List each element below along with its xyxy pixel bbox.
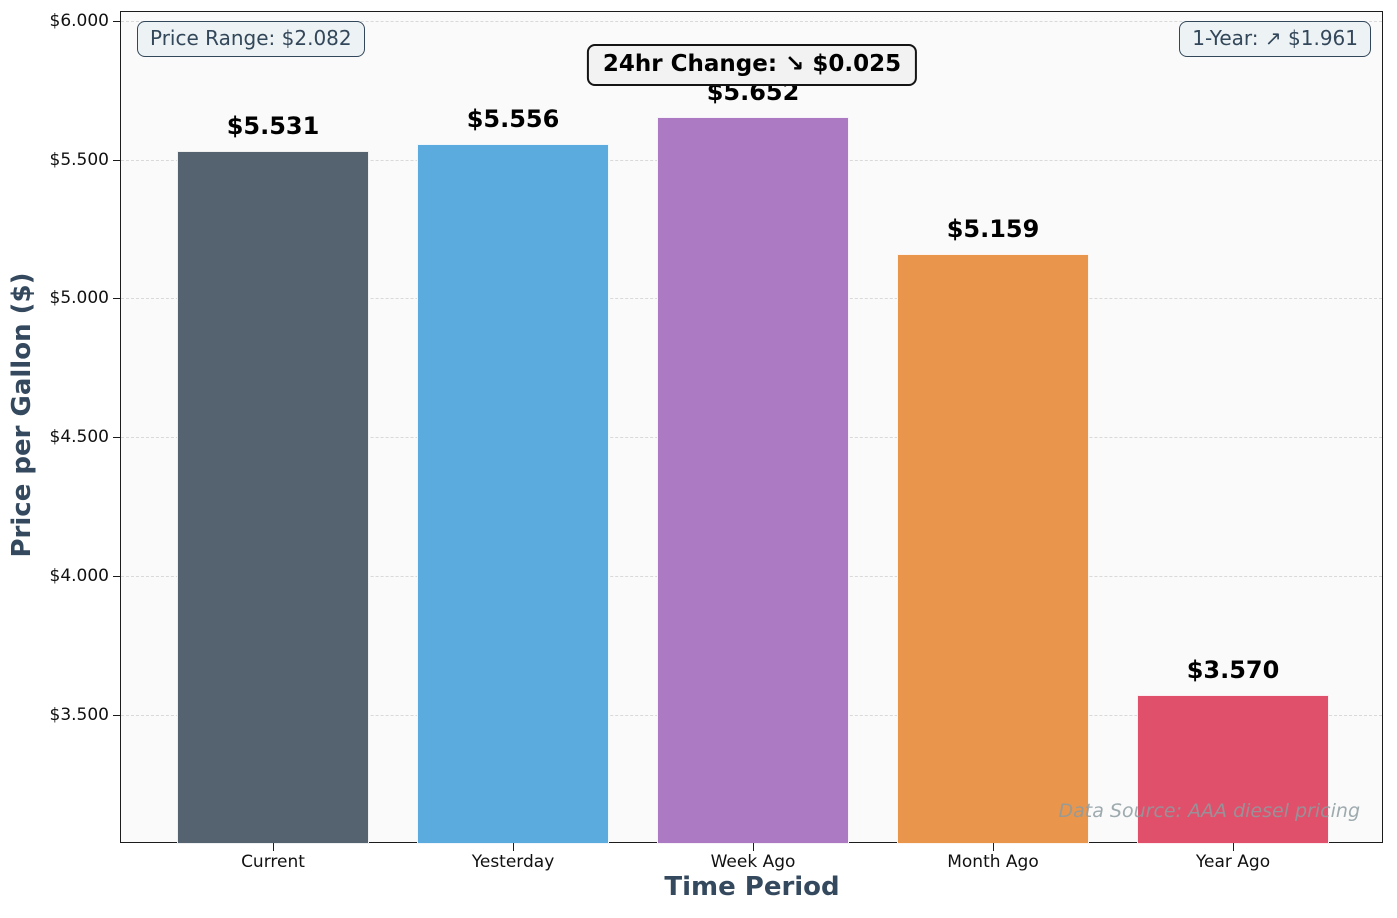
data-source-watermark: Data Source: AAA diesel pricing bbox=[1058, 800, 1360, 822]
x-tick-label: Yesterday bbox=[471, 852, 555, 872]
x-tick-mark bbox=[1233, 842, 1234, 851]
x-tick-label: Week Ago bbox=[710, 852, 796, 872]
y-tick-label: $5.500 bbox=[49, 149, 109, 170]
bar-value-label: $3.570 bbox=[1186, 656, 1280, 685]
bar bbox=[1137, 695, 1329, 844]
bar bbox=[177, 151, 369, 844]
bar-value-label: $5.159 bbox=[946, 215, 1040, 244]
y-axis-label: Price per Gallon ($) bbox=[7, 272, 37, 558]
y-tick-label: $4.000 bbox=[49, 566, 109, 587]
x-tick-label: Year Ago bbox=[1195, 852, 1271, 872]
one-year-change-annotation: 1-Year: ↗ $1.961 bbox=[1179, 21, 1371, 57]
x-tick-mark bbox=[753, 842, 754, 851]
y-gridline bbox=[121, 20, 1382, 22]
x-tick-label: Month Ago bbox=[947, 852, 1039, 872]
x-axis-label: Time Period bbox=[664, 872, 840, 902]
bar-value-label: $5.531 bbox=[226, 112, 320, 141]
y-tick-label: $6.000 bbox=[49, 10, 109, 31]
plot-area: $6.000 $5.500 $5.000 $4.500 $4.000 $3.500 $5.5… bbox=[50, 11, 1383, 872]
x-tick-mark bbox=[273, 842, 274, 851]
bar-value-label: $5.556 bbox=[466, 105, 560, 134]
y-tick-label: $3.500 bbox=[49, 704, 109, 725]
y-tick-mark bbox=[113, 437, 120, 439]
x-tick-mark bbox=[993, 842, 994, 851]
y-tick-label: $5.000 bbox=[49, 288, 109, 309]
y-tick-mark bbox=[113, 576, 120, 578]
bar bbox=[657, 117, 849, 844]
price-range-annotation: Price Range: $2.082 bbox=[137, 21, 365, 57]
y-tick-mark bbox=[113, 159, 120, 161]
bar bbox=[417, 144, 609, 844]
y-tick-label: $4.500 bbox=[49, 427, 109, 448]
y-tick-mark bbox=[113, 298, 120, 300]
24hr-change-annotation: 24hr Change: ↘ $0.025 bbox=[586, 44, 918, 86]
bar bbox=[897, 254, 1089, 844]
x-tick-mark bbox=[513, 842, 514, 851]
x-tick-label: Current bbox=[241, 852, 305, 872]
y-tick-mark bbox=[113, 20, 120, 22]
y-tick-mark bbox=[113, 714, 120, 716]
